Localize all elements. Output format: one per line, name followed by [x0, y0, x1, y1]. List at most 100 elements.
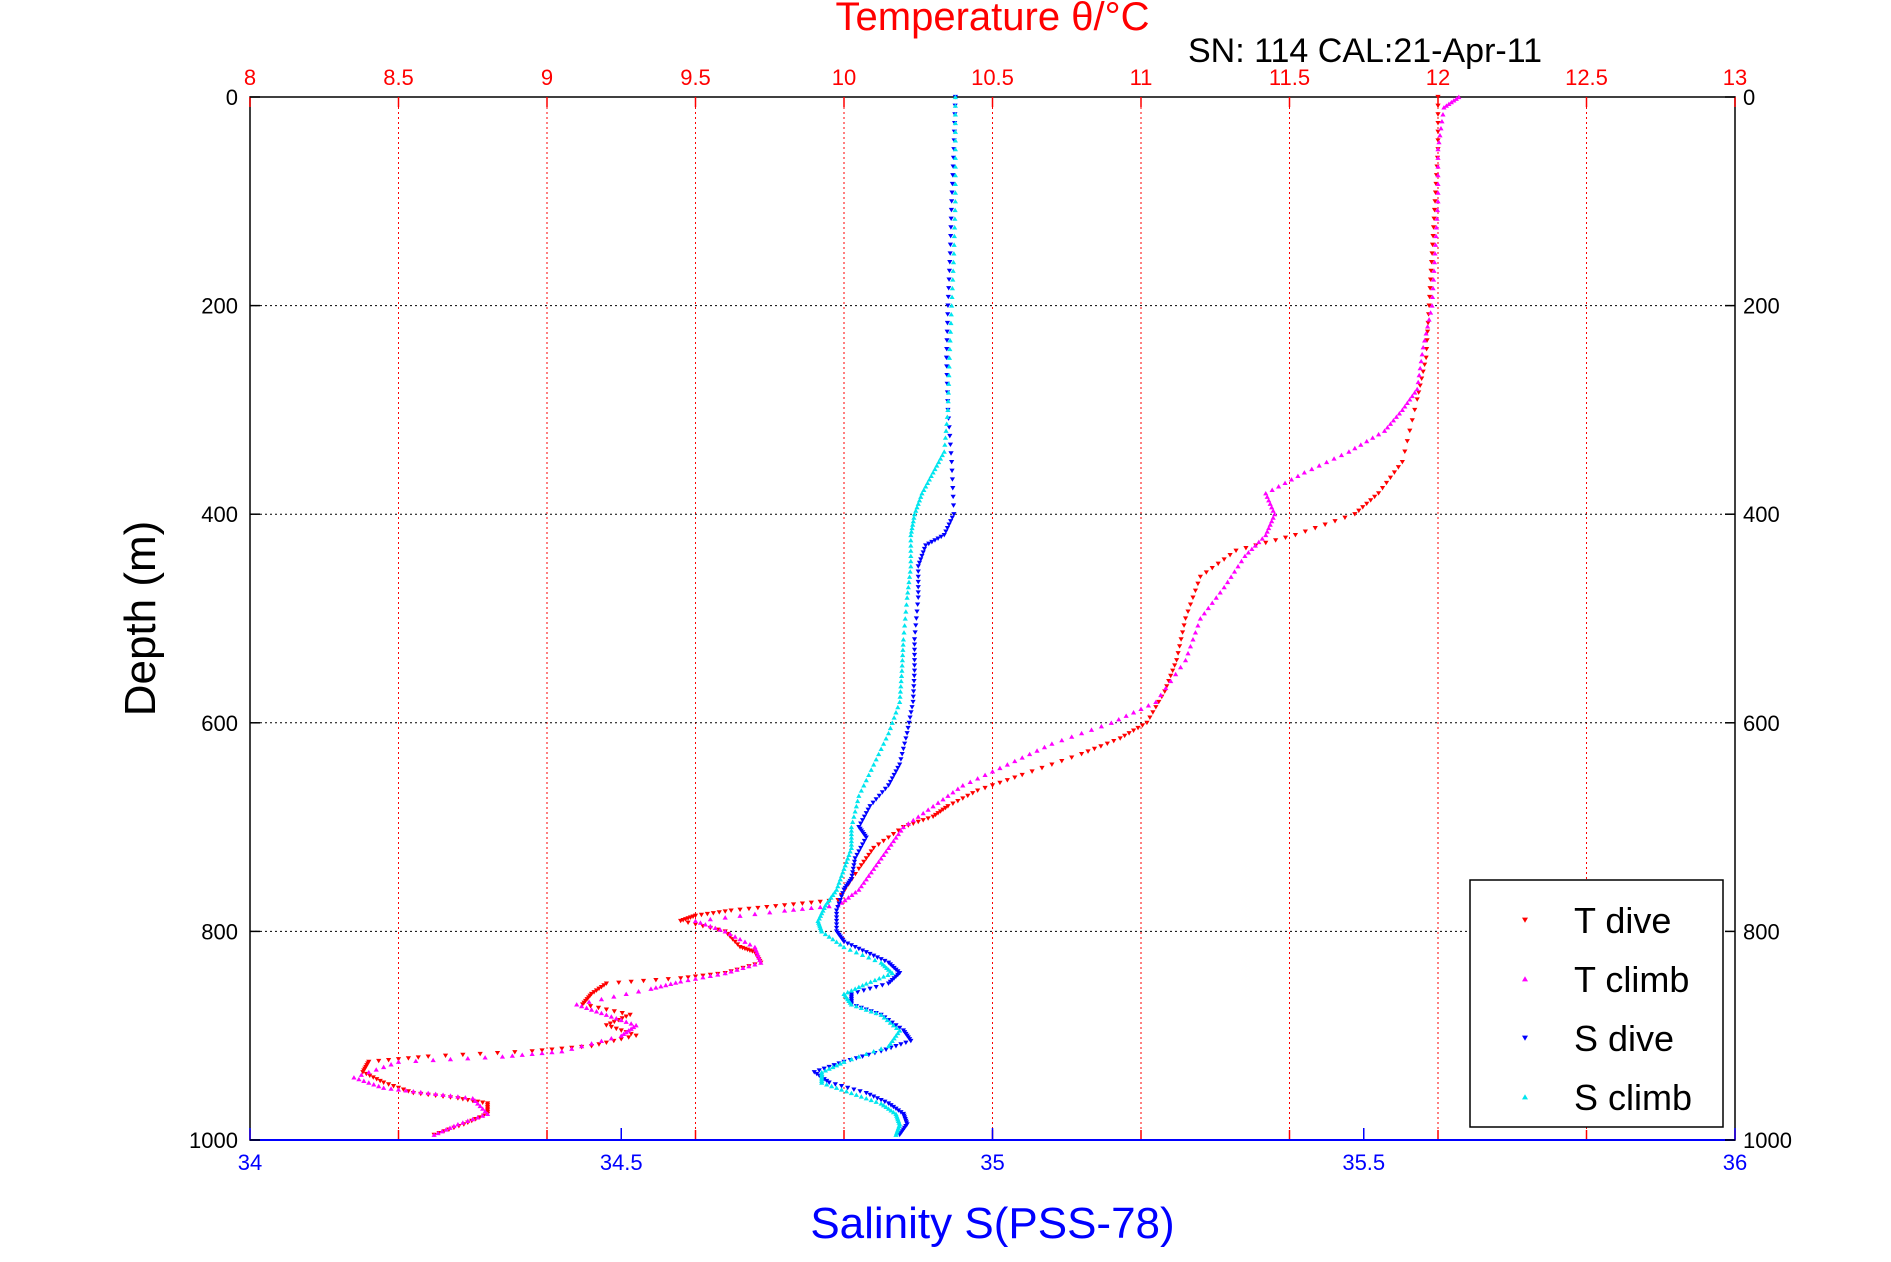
data-point	[950, 486, 956, 491]
data-point	[946, 277, 952, 282]
data-point	[830, 936, 836, 942]
data-point	[855, 798, 861, 804]
data-point	[1448, 99, 1454, 105]
data-point	[410, 1088, 416, 1094]
data-point	[1192, 630, 1199, 635]
data-point	[653, 985, 659, 990]
data-point	[989, 783, 996, 788]
data-point	[685, 977, 691, 983]
data-point	[910, 694, 916, 700]
data-point	[826, 1066, 832, 1071]
data-point	[909, 525, 915, 531]
data-point	[873, 756, 879, 762]
data-point	[1012, 758, 1018, 764]
data-point	[871, 866, 877, 871]
data-point	[863, 811, 869, 816]
data-point	[867, 804, 873, 809]
data-point	[898, 1110, 904, 1115]
data-point	[903, 609, 909, 614]
data-point	[1182, 616, 1189, 621]
data-point	[1117, 736, 1123, 741]
legend: T dive T climb S dive S climb	[1469, 879, 1724, 1128]
data-point	[919, 491, 925, 496]
data-point	[940, 796, 946, 802]
data-point	[1263, 540, 1269, 546]
data-point	[899, 657, 906, 663]
data-point	[895, 828, 902, 833]
data-point	[930, 814, 936, 820]
data-point	[881, 1102, 887, 1108]
data-point	[1205, 605, 1211, 611]
data-point	[1213, 595, 1219, 600]
data-point	[707, 916, 713, 922]
data-point	[851, 1087, 857, 1092]
data-point	[898, 673, 905, 678]
data-point	[1019, 772, 1025, 778]
data-point	[835, 883, 841, 889]
top-tick-label: 13	[1723, 65, 1747, 90]
data-point	[1029, 769, 1035, 774]
data-point	[838, 873, 845, 878]
data-point	[716, 910, 722, 915]
data-point	[845, 1085, 851, 1091]
data-point	[908, 553, 914, 558]
data-point	[878, 746, 884, 751]
data-point	[843, 859, 850, 864]
data-point	[559, 1046, 565, 1052]
legend-marker	[1522, 1094, 1528, 1100]
data-point	[883, 1047, 889, 1052]
data-point	[395, 1087, 402, 1092]
data-point	[1429, 294, 1436, 299]
data-point	[890, 838, 897, 844]
data-point	[951, 242, 957, 247]
data-point	[885, 1101, 892, 1106]
data-point	[901, 630, 907, 635]
data-point	[817, 899, 823, 905]
data-point	[742, 939, 748, 944]
data-point	[707, 923, 713, 929]
data-point	[952, 112, 958, 117]
bottom-tick-label: 36	[1723, 1150, 1747, 1175]
data-point	[665, 977, 671, 982]
data-point	[1187, 602, 1194, 607]
data-point	[627, 1012, 633, 1018]
legend-marker	[1522, 976, 1528, 982]
data-point	[824, 1082, 830, 1087]
data-point	[975, 776, 981, 781]
data-point	[1164, 684, 1170, 689]
data-point	[848, 1056, 855, 1062]
data-point	[841, 1059, 847, 1064]
data-point	[891, 772, 897, 778]
data-point	[608, 1024, 614, 1030]
data-point	[821, 1066, 827, 1072]
data-point	[673, 980, 679, 985]
data-point	[1192, 588, 1199, 594]
data-point	[949, 190, 955, 195]
data-point	[593, 1009, 600, 1014]
data-point	[948, 216, 954, 222]
data-point	[951, 233, 957, 239]
data-point	[1395, 465, 1401, 470]
data-point	[942, 435, 949, 440]
data-point	[1360, 505, 1366, 510]
data-point	[1432, 242, 1439, 247]
data-point	[911, 668, 918, 673]
data-point	[911, 658, 918, 663]
data-point	[425, 1090, 431, 1096]
data-point	[1288, 477, 1295, 482]
data-point	[509, 1053, 515, 1058]
data-point	[889, 776, 895, 781]
data-point	[873, 797, 879, 802]
data-point	[1004, 762, 1010, 767]
legend-marker	[1522, 917, 1528, 923]
data-point	[856, 946, 862, 952]
data-point	[863, 981, 869, 986]
data-point	[1372, 494, 1378, 500]
data-point	[475, 1101, 481, 1106]
data-point	[910, 522, 916, 527]
data-point	[891, 715, 897, 720]
data-point	[400, 1087, 407, 1092]
data-point	[732, 939, 738, 945]
data-point	[879, 983, 885, 988]
